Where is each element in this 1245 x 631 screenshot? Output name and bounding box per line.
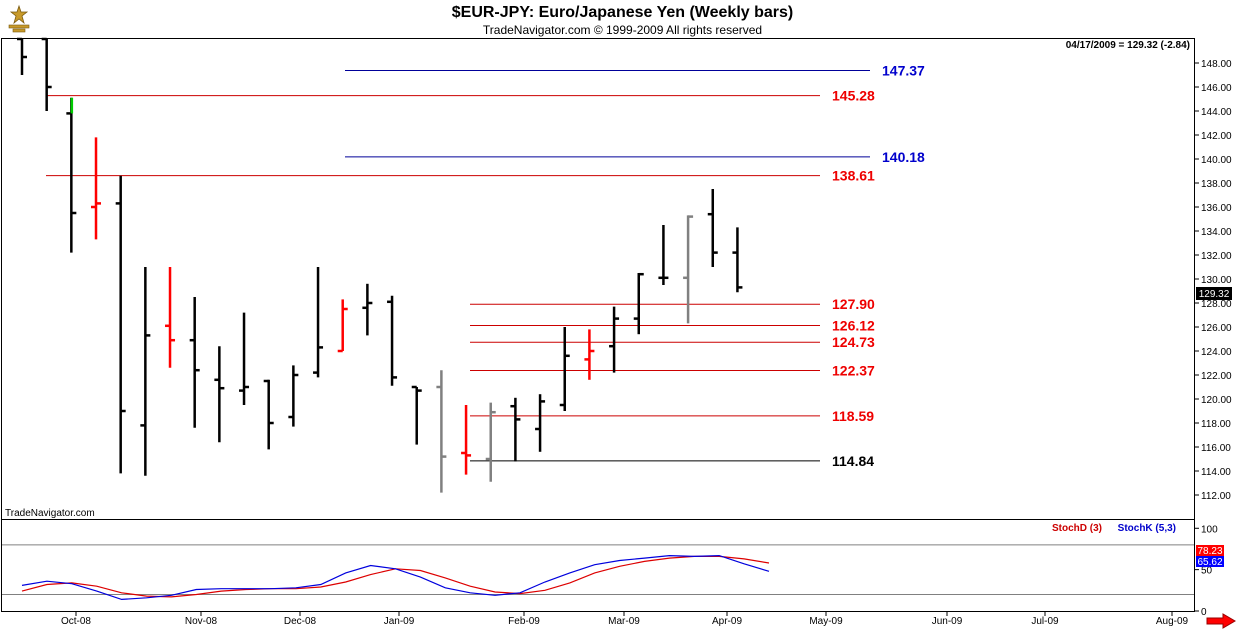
stoch-k-readout-box bbox=[1196, 556, 1224, 567]
stoch-tick-label: 100 bbox=[1201, 524, 1218, 535]
price-bar bbox=[535, 394, 546, 452]
time-tick-label: Jun-09 bbox=[932, 616, 963, 627]
price-tick-label: 122.00 bbox=[1201, 371, 1232, 382]
price-tick-label: 132.00 bbox=[1201, 251, 1232, 262]
time-tick-label: Aug-09 bbox=[1156, 616, 1189, 627]
time-tick-label: Jan-09 bbox=[384, 616, 415, 627]
stoch-d-legend: StochD (3) bbox=[1052, 523, 1102, 534]
price-bar bbox=[140, 267, 151, 476]
price-bar bbox=[115, 175, 126, 474]
price-bar bbox=[510, 397, 521, 462]
price-tick-label: 146.00 bbox=[1201, 83, 1232, 94]
stoch-panel-frame bbox=[1, 519, 1195, 612]
price-bar bbox=[189, 297, 200, 428]
time-tick-label: Feb-09 bbox=[508, 616, 540, 627]
price-bar bbox=[609, 306, 620, 373]
stoch-k-readout: 65.62 bbox=[1197, 557, 1222, 568]
price-axis: 112.00 114.00 116.00 118.00 120.00 122.00 124.… bbox=[1194, 59, 1232, 502]
stoch-d-line bbox=[21, 555, 770, 598]
level-label: 140.18 bbox=[882, 149, 925, 165]
price-tick-label: 130.00 bbox=[1201, 275, 1232, 286]
price-bar bbox=[584, 329, 595, 380]
price-tick-label: 134.00 bbox=[1201, 227, 1232, 238]
price-tick-label: 114.00 bbox=[1201, 467, 1231, 478]
price-tick-label: 118.00 bbox=[1201, 419, 1231, 430]
price-bar bbox=[214, 346, 225, 443]
price-bar bbox=[288, 365, 299, 427]
price-bars bbox=[17, 37, 743, 493]
price-tick-label: 120.00 bbox=[1201, 395, 1232, 406]
chart-title: $EUR-JPY: Euro/Japanese Yen (Weekly bars… bbox=[451, 4, 794, 21]
time-tick-label: Mar-09 bbox=[608, 616, 640, 627]
price-tick-label: 116.00 bbox=[1201, 443, 1231, 454]
price-bar bbox=[239, 312, 250, 405]
price-tick-label: 138.00 bbox=[1201, 179, 1232, 190]
date-readout: 04/17/2009 = 129.32 (-2.84) bbox=[1066, 40, 1190, 51]
price-bar bbox=[41, 37, 52, 111]
level-label: 147.37 bbox=[882, 63, 925, 79]
stochastic-panel: 0 50 100 bbox=[2, 524, 1218, 618]
level-label: 124.73 bbox=[832, 334, 875, 350]
price-bar bbox=[66, 97, 77, 253]
price-bar bbox=[313, 267, 324, 378]
price-tick-label: 136.00 bbox=[1201, 203, 1232, 214]
time-tick-label: Nov-08 bbox=[185, 616, 218, 627]
price-tick-label: 128.00 bbox=[1201, 299, 1232, 310]
price-bar bbox=[165, 267, 176, 368]
level-label: 122.37 bbox=[832, 363, 875, 379]
price-tick-label: 126.00 bbox=[1201, 323, 1232, 334]
price-bar bbox=[633, 272, 644, 335]
last-price-box bbox=[1196, 287, 1232, 300]
price-tick-label: 124.00 bbox=[1201, 347, 1232, 358]
price-bar bbox=[683, 215, 694, 324]
stoch-tick-label: 0 bbox=[1201, 607, 1207, 618]
price-bar bbox=[707, 189, 718, 267]
level-lines: 147.37 145.28 140.18 138.61 127.90 126.12124.… bbox=[46, 63, 925, 469]
time-tick-label: Jul-09 bbox=[1031, 616, 1059, 627]
price-tick-label: 140.00 bbox=[1201, 155, 1232, 166]
stoch-d-readout-box bbox=[1196, 545, 1224, 556]
stoch-k-legend: StochK (5,3) bbox=[1118, 523, 1176, 534]
price-bar bbox=[461, 405, 472, 475]
level-label: 127.90 bbox=[832, 296, 875, 312]
price-bar bbox=[337, 299, 348, 353]
price-bar bbox=[17, 37, 27, 75]
price-tick-label: 112.00 bbox=[1201, 491, 1231, 502]
stoch-d-readout: 78.23 bbox=[1197, 546, 1222, 557]
watermark: TradeNavigator.com bbox=[5, 508, 95, 519]
level-label: 145.28 bbox=[832, 88, 875, 104]
time-tick-label: May-09 bbox=[809, 616, 843, 627]
time-tick-label: Dec-08 bbox=[284, 616, 317, 627]
last-price-label: 129.32 bbox=[1199, 289, 1230, 300]
price-bar bbox=[387, 295, 398, 386]
price-bar bbox=[411, 385, 422, 445]
price-bar bbox=[362, 283, 373, 336]
price-bar bbox=[485, 402, 496, 482]
stoch-tick-label: 50 bbox=[1201, 566, 1213, 577]
price-bar bbox=[732, 227, 743, 293]
time-tick-label: Apr-09 bbox=[712, 616, 742, 627]
level-label: 126.12 bbox=[832, 318, 875, 334]
level-label: 114.84 bbox=[832, 453, 874, 469]
price-bar bbox=[263, 379, 274, 450]
price-panel-frame bbox=[1, 38, 1195, 520]
price-bar bbox=[658, 225, 669, 285]
price-tick-label: 144.00 bbox=[1201, 107, 1232, 118]
trade-navigator-logo-icon bbox=[3, 3, 35, 35]
scroll-right-arrow-icon[interactable] bbox=[1206, 613, 1236, 629]
level-label: 138.61 bbox=[832, 168, 875, 184]
price-tick-label: 148.00 bbox=[1201, 59, 1232, 70]
price-tick-label: 142.00 bbox=[1201, 131, 1232, 142]
stoch-k-line bbox=[21, 554, 770, 601]
time-tick-label: Oct-08 bbox=[61, 616, 91, 627]
price-bar bbox=[436, 370, 447, 493]
chart-header: $EUR-JPY: Euro/Japanese Yen (Weekly bars… bbox=[0, 0, 1245, 40]
time-axis: Oct-08 Nov-08 Dec-08 Jan-09 Feb-09 Mar-09 Apr-… bbox=[61, 612, 1189, 627]
price-bar bbox=[559, 327, 570, 411]
level-label: 118.59 bbox=[832, 408, 874, 424]
chart-subtitle: TradeNavigator.com © 1999-2009 All right… bbox=[482, 23, 763, 37]
price-bar bbox=[91, 137, 102, 240]
